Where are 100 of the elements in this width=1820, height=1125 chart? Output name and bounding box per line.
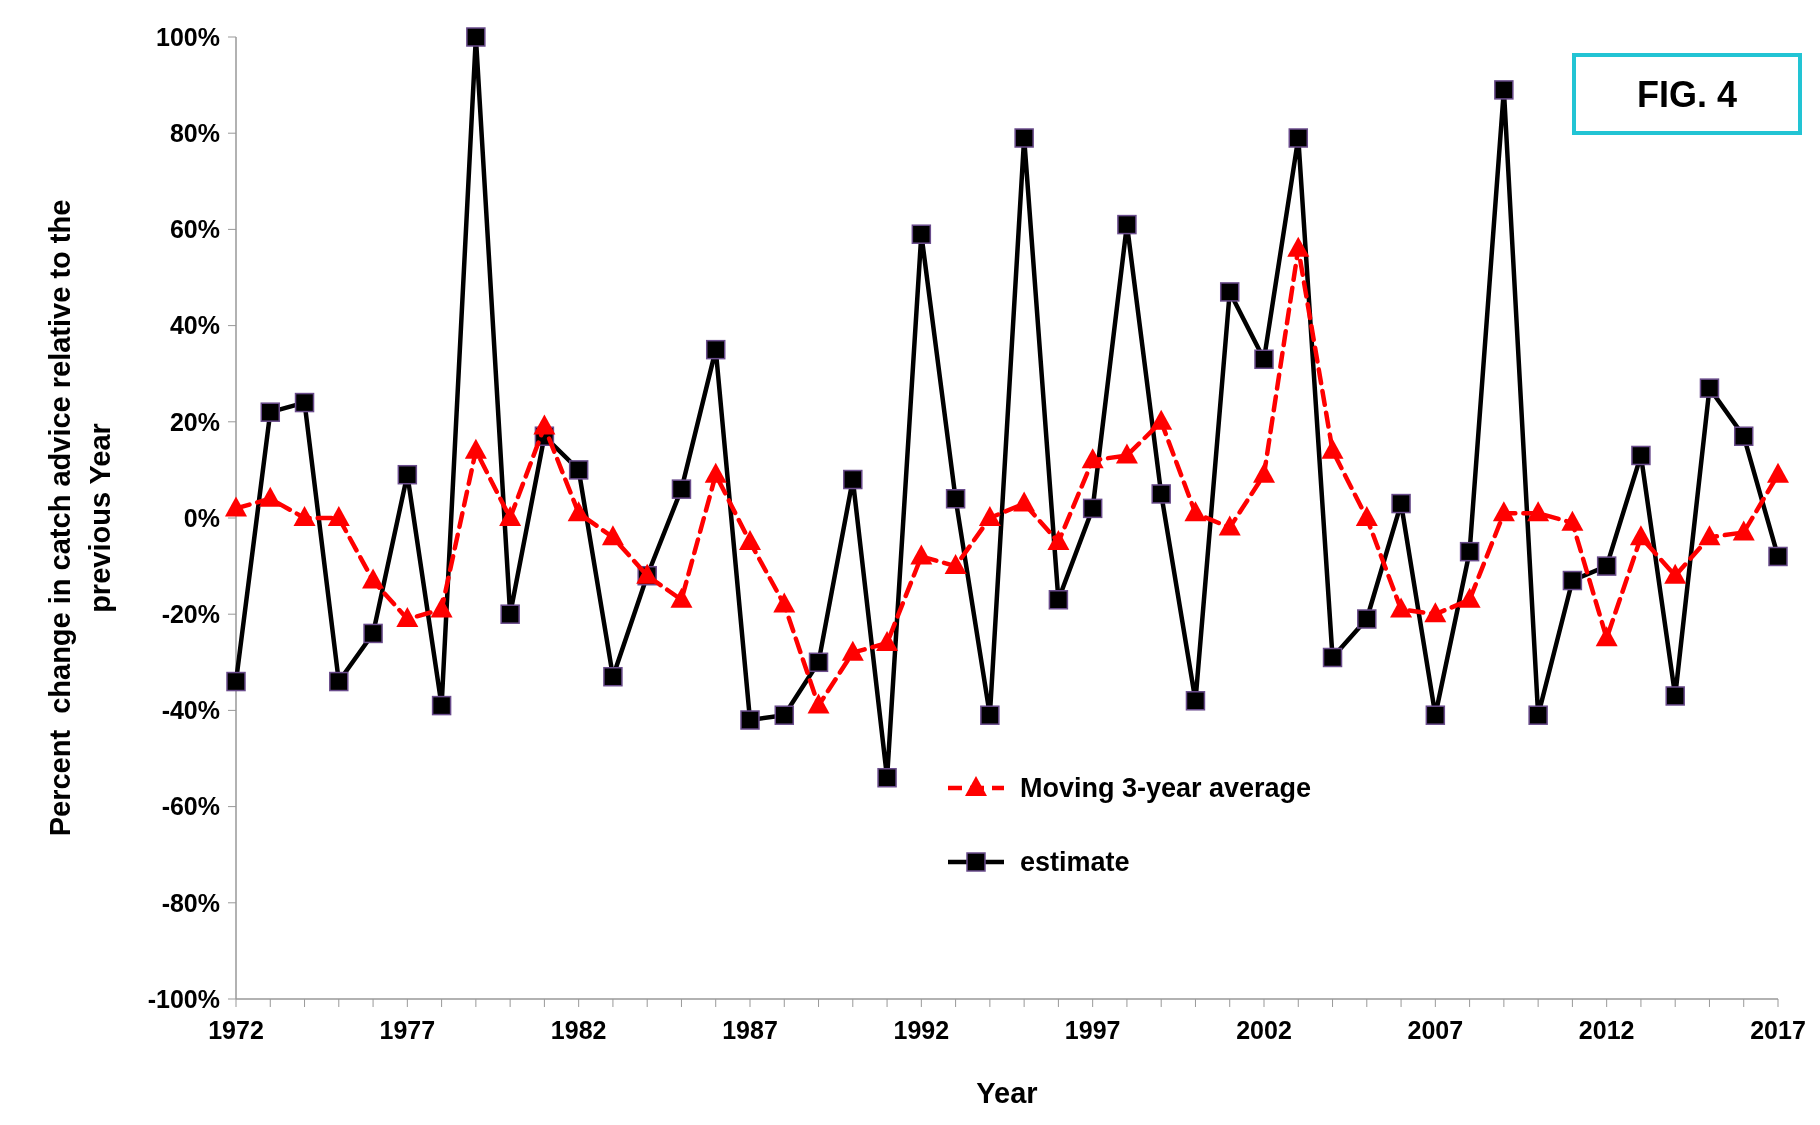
- point: [1494, 80, 1514, 100]
- point: [363, 623, 383, 644]
- point: [1013, 491, 1036, 512]
- point: [430, 597, 453, 618]
- x-tick-label: 1992: [893, 1016, 950, 1044]
- x-tick-label: 1982: [550, 1016, 607, 1044]
- x-tick-label: 2012: [1578, 1016, 1635, 1044]
- point: [329, 671, 349, 692]
- y-tick-label: 60%: [169, 215, 220, 244]
- point: [396, 607, 419, 628]
- point: [1527, 501, 1550, 522]
- point: [1355, 506, 1378, 526]
- point: [1732, 520, 1755, 541]
- point: [773, 592, 796, 613]
- point: [1322, 647, 1343, 668]
- y-axis-title: Percent change in catch advice relative to the previous Year: [44, 199, 116, 837]
- point: [704, 462, 727, 483]
- point: [944, 554, 967, 575]
- x-axis-title: Year: [976, 1077, 1038, 1109]
- point: [978, 506, 1001, 526]
- y-tick-label: -60%: [161, 792, 220, 821]
- point: [601, 525, 624, 546]
- point: [466, 27, 486, 47]
- point: [397, 464, 418, 485]
- point: [464, 438, 487, 459]
- point: [1014, 128, 1034, 148]
- point: [910, 544, 933, 565]
- point: [1733, 426, 1754, 446]
- point: [499, 506, 522, 526]
- point: [1391, 493, 1411, 514]
- point: [1665, 686, 1685, 706]
- y-tick-label: 40%: [169, 311, 220, 340]
- y-tick-label: 20%: [169, 407, 220, 436]
- point: [293, 506, 316, 526]
- point: [1699, 378, 1720, 398]
- y-tick-label: -20%: [161, 599, 220, 628]
- point: [225, 496, 247, 517]
- y-tick-label: 0%: [183, 503, 220, 532]
- point: [1048, 590, 1069, 610]
- point: [1253, 462, 1275, 483]
- point: [911, 224, 932, 244]
- x-tick-label: 2002: [1236, 1016, 1292, 1044]
- x-tick-label: 1987: [722, 1016, 778, 1044]
- y-tick-label: -40%: [161, 696, 220, 725]
- point: [567, 501, 590, 522]
- point: [1562, 570, 1583, 591]
- point: [739, 530, 761, 551]
- point: [1629, 525, 1652, 546]
- point: [1767, 462, 1789, 483]
- point: [1528, 705, 1548, 725]
- point: [1150, 409, 1173, 430]
- point: [362, 568, 385, 589]
- point: [294, 392, 315, 413]
- point: [1151, 484, 1171, 504]
- point: [1082, 498, 1103, 519]
- point: [1768, 546, 1788, 567]
- point: [1492, 501, 1515, 522]
- point: [1631, 445, 1651, 466]
- annotation: FIG. 4: [1636, 73, 1738, 115]
- point: [1390, 597, 1413, 618]
- point: [1184, 501, 1207, 522]
- point: [1287, 236, 1310, 257]
- point: [705, 339, 726, 360]
- point: [1596, 556, 1617, 576]
- point: [1081, 448, 1104, 469]
- point: [1218, 515, 1241, 536]
- point: [841, 640, 864, 661]
- legend-label: Moving 3-year average: [1020, 773, 1312, 804]
- point: [774, 705, 795, 725]
- point: [1321, 438, 1344, 459]
- point: [876, 631, 899, 652]
- point: [670, 587, 693, 608]
- point: [1357, 609, 1377, 629]
- point: [1219, 282, 1240, 302]
- point: [1047, 530, 1070, 551]
- point: [259, 486, 282, 507]
- point: [500, 604, 520, 624]
- point: [843, 469, 863, 490]
- point: [1698, 525, 1721, 546]
- point: [226, 671, 246, 692]
- point: [1185, 691, 1206, 711]
- point: [807, 693, 830, 714]
- legend-label: estimate: [1020, 847, 1130, 878]
- point: [327, 506, 350, 526]
- y-tick-label: -100%: [147, 984, 220, 1013]
- point: [431, 695, 452, 716]
- point: [260, 402, 281, 422]
- y-tick-label: -80%: [161, 888, 220, 917]
- y-tick-label: 100%: [156, 22, 220, 51]
- point: [808, 652, 829, 673]
- point: [1288, 128, 1309, 148]
- x-tick-label: 1972: [208, 1016, 264, 1044]
- point: [1424, 602, 1447, 623]
- point: [1595, 626, 1618, 647]
- point: [1459, 541, 1480, 562]
- point: [1117, 214, 1137, 235]
- point: [980, 705, 1000, 725]
- x-tick-label: 1977: [379, 1016, 436, 1044]
- point: [740, 710, 760, 730]
- point: [533, 414, 556, 435]
